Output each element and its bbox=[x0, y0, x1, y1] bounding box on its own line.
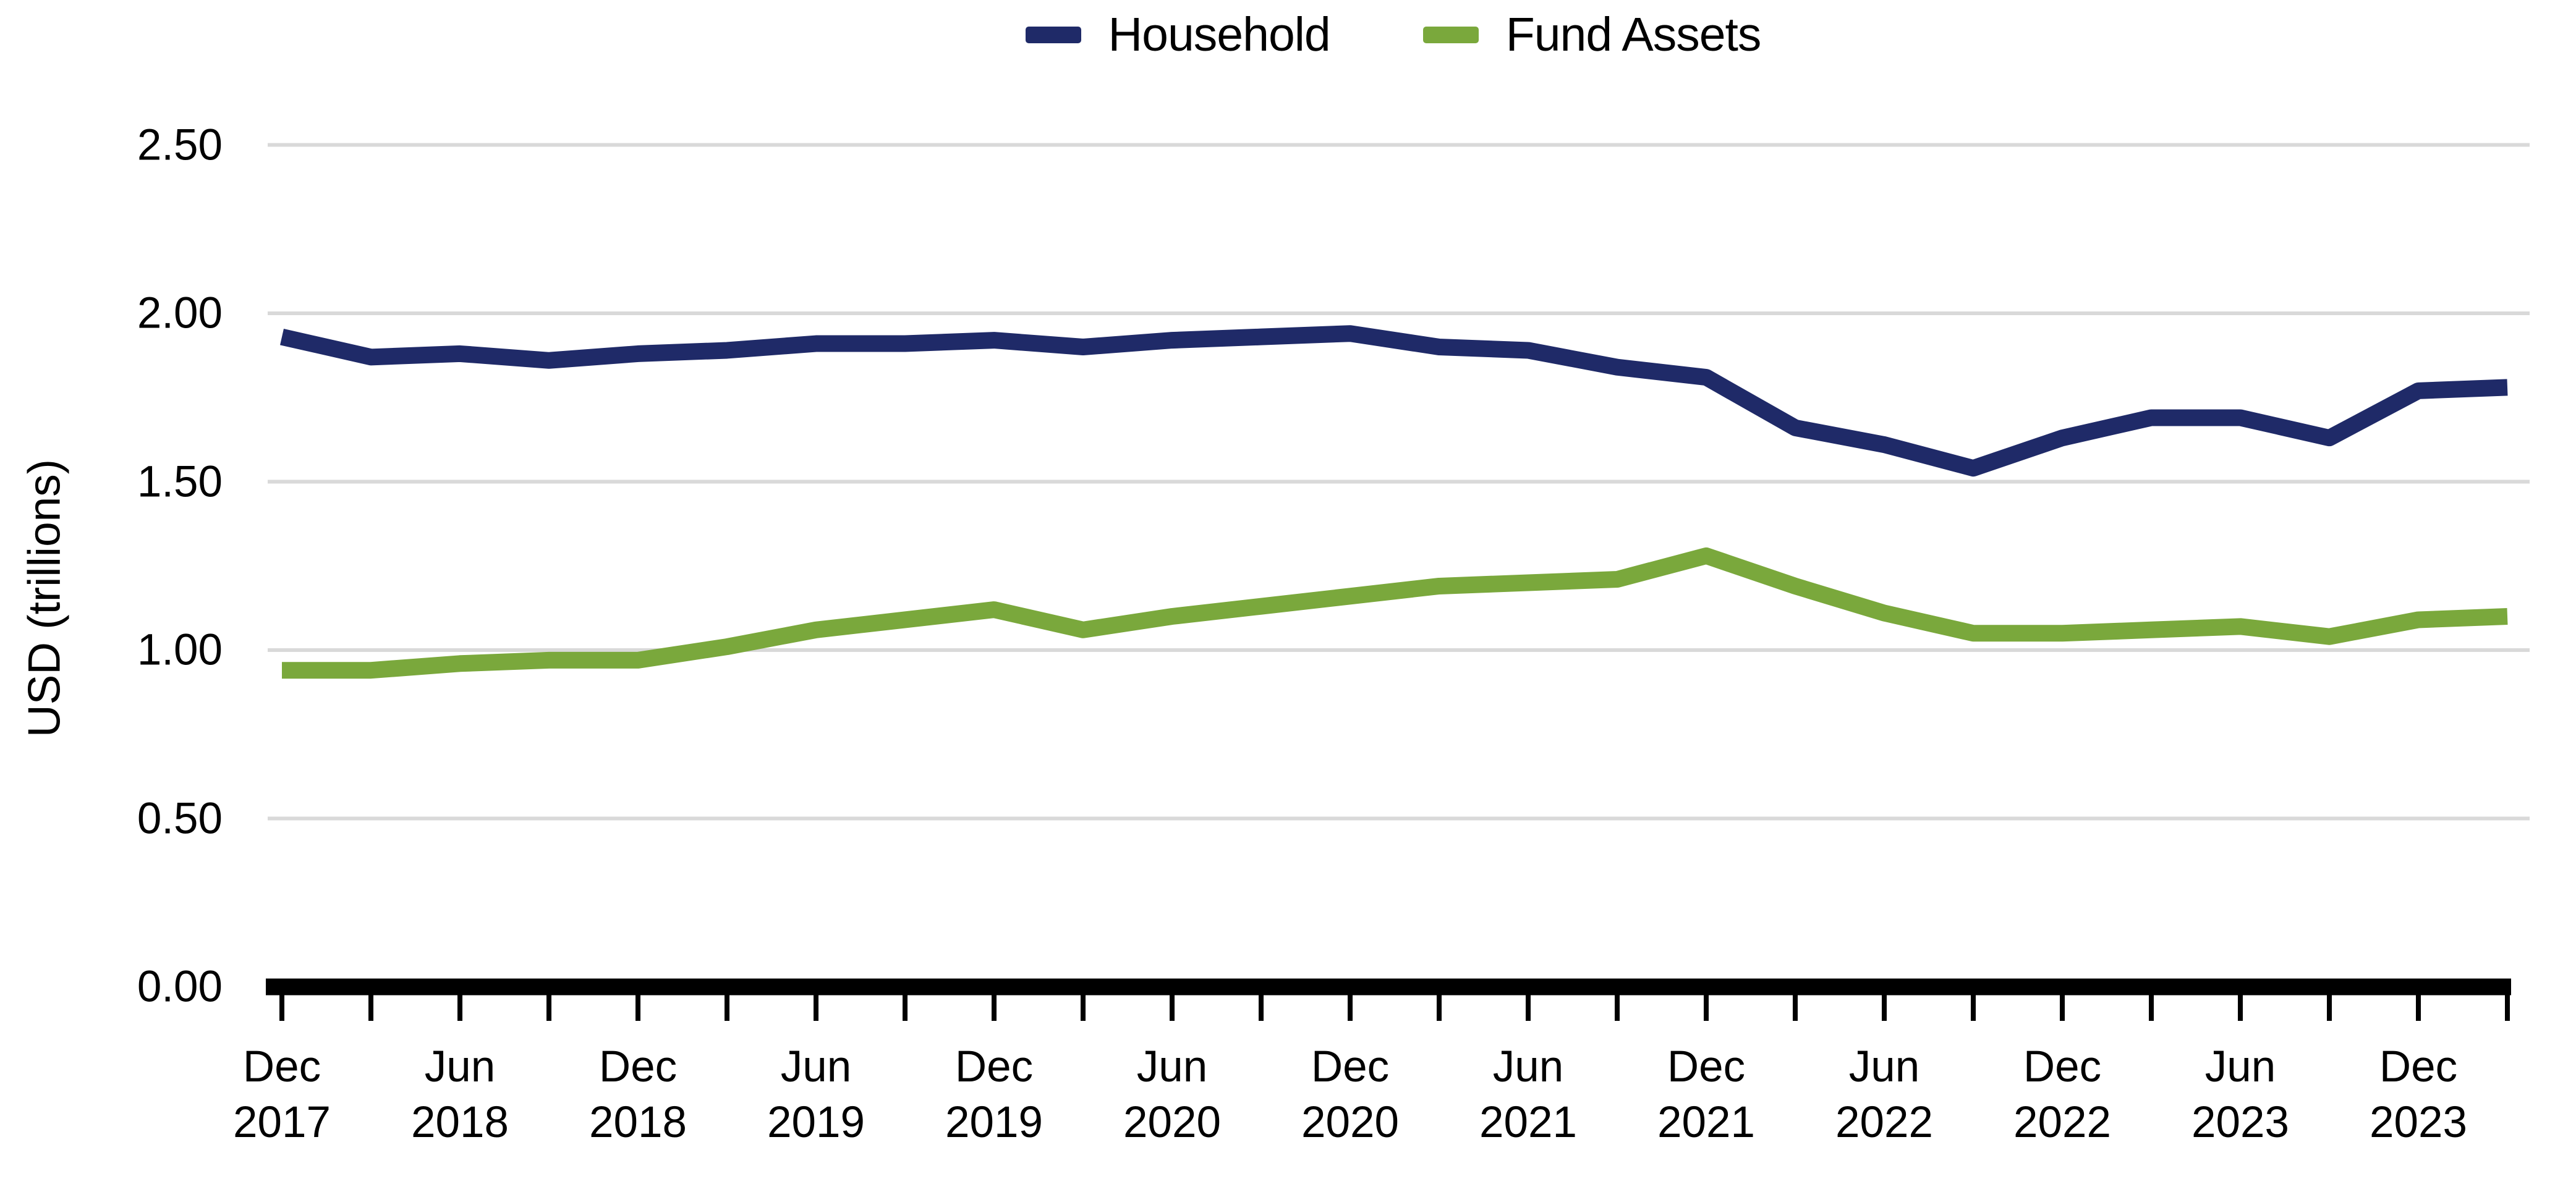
legend-item-household: Household bbox=[1025, 8, 1331, 61]
gridlines bbox=[268, 143, 2530, 821]
chart-legend: Household Fund Assets bbox=[105, 11, 2576, 59]
x-tick-month: Jun bbox=[424, 1042, 496, 1091]
household-line-swatch bbox=[1025, 27, 1081, 43]
x-tick-month: Dec bbox=[598, 1042, 678, 1091]
y-tick-label: 1.50 bbox=[137, 457, 223, 506]
x-tick-month: Jun bbox=[1136, 1042, 1208, 1091]
x-tick-month: Dec bbox=[954, 1042, 1034, 1091]
x-tick-year: 2020 bbox=[1301, 1098, 1399, 1147]
y-tick-label: 0.00 bbox=[137, 962, 223, 1012]
fund-assets-line bbox=[282, 547, 2508, 679]
x-tick-month: Dec bbox=[1311, 1042, 1390, 1091]
x-tick-month: Dec bbox=[2023, 1042, 2102, 1091]
x-tick-year: 2022 bbox=[1835, 1098, 1933, 1147]
x-tick-year: 2021 bbox=[1479, 1098, 1577, 1147]
x-tick-label: Dec 2020 bbox=[1226, 1039, 1474, 1151]
x-tick-label: Jun 2023 bbox=[2117, 1039, 2364, 1151]
x-tick-label: Jun 2021 bbox=[1405, 1039, 1652, 1151]
series-lines bbox=[280, 325, 2508, 679]
x-tick-year: 2022 bbox=[2013, 1098, 2111, 1147]
x-axis-ticks bbox=[279, 987, 2510, 1021]
x-tick-label: Dec 2019 bbox=[870, 1039, 1118, 1151]
x-tick-month: Jun bbox=[780, 1042, 852, 1091]
x-tick-year: 2021 bbox=[1657, 1098, 1755, 1147]
x-tick-year: 2018 bbox=[411, 1098, 509, 1147]
household-line bbox=[280, 325, 2508, 477]
x-tick-label: Dec 2017 bbox=[158, 1039, 406, 1151]
x-tick-label: Dec 2021 bbox=[1583, 1039, 1830, 1151]
x-tick-month: Dec bbox=[1667, 1042, 1746, 1091]
x-tick-year: 2017 bbox=[233, 1098, 331, 1147]
fund-assets-line-swatch bbox=[1422, 27, 1479, 43]
x-tick-year: 2023 bbox=[2191, 1098, 2289, 1147]
legend-item-fund-assets: Fund Assets bbox=[1422, 8, 1762, 61]
legend-label-fund-assets: Fund Assets bbox=[1505, 8, 1762, 61]
y-tick-label: 0.50 bbox=[137, 794, 223, 843]
x-tick-label: Jun 2019 bbox=[692, 1039, 940, 1151]
x-tick-label: Jun 2018 bbox=[336, 1039, 584, 1151]
x-tick-label: Dec 2022 bbox=[1939, 1039, 2186, 1151]
x-tick-year: 2019 bbox=[945, 1098, 1043, 1147]
x-tick-month: Jun bbox=[1848, 1042, 1920, 1091]
x-tick-year: 2018 bbox=[589, 1098, 687, 1147]
y-tick-label: 2.00 bbox=[137, 289, 223, 338]
x-tick-year: 2023 bbox=[2370, 1098, 2467, 1147]
y-tick-label: 2.50 bbox=[137, 121, 223, 169]
x-tick-label: Jun 2022 bbox=[1761, 1039, 2008, 1151]
y-axis-title: USD (trillions) bbox=[19, 459, 70, 738]
x-tick-month: Dec bbox=[2379, 1042, 2458, 1091]
x-tick-label: Dec 2018 bbox=[514, 1039, 762, 1151]
x-tick-month: Dec bbox=[242, 1042, 321, 1091]
x-tick-label: Dec 2023 bbox=[2295, 1039, 2542, 1151]
x-tick-year: 2020 bbox=[1123, 1098, 1221, 1147]
x-tick-month: Jun bbox=[1492, 1042, 1564, 1091]
x-tick-year: 2019 bbox=[767, 1098, 865, 1147]
y-tick-label: 1.00 bbox=[137, 625, 223, 675]
legend-label-household: Household bbox=[1108, 8, 1331, 61]
x-tick-month: Jun bbox=[2204, 1042, 2276, 1091]
x-tick-label: Jun 2020 bbox=[1048, 1039, 1296, 1151]
